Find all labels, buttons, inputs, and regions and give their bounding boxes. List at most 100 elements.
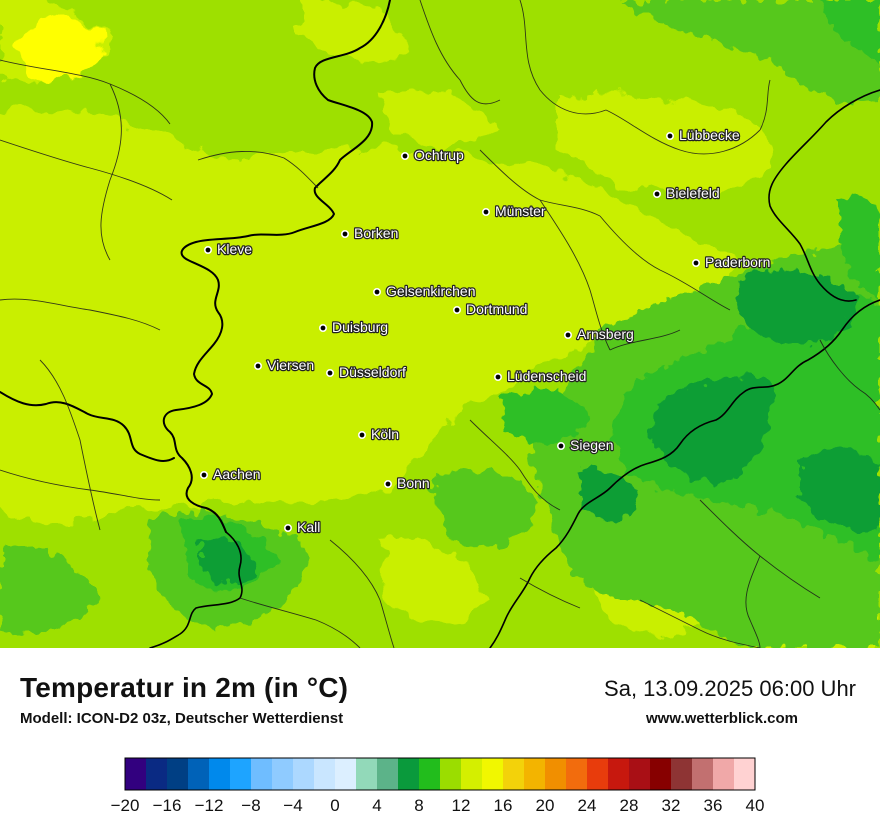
city-label: Lüdenscheid: [507, 368, 586, 384]
city-label: Bonn: [397, 475, 430, 491]
legend-ticks: −20 −16 −12 −8 −4 0 4 8 12 16 20 24 28 32 36 40: [111, 796, 765, 815]
city-dot: [372, 287, 381, 296]
city-marker: Viersen: [254, 356, 315, 374]
city-label: Paderborn: [705, 254, 770, 270]
legend-tick-label: 16: [494, 796, 513, 815]
website-link[interactable]: www.wetterblick.com: [646, 710, 798, 727]
city-dot: [493, 372, 502, 381]
temperature-map: Lübbecke Ochtrup Bielefeld Münster Borken Kle…: [0, 0, 880, 648]
city-marker: Düsseldorf: [325, 363, 407, 381]
city-dot: [665, 132, 674, 141]
city-dot: [200, 470, 209, 479]
legend-swatch: [587, 758, 609, 790]
legend-swatch: [734, 758, 756, 790]
temperature-field: [0, 0, 880, 648]
city-label: Ochtrup: [414, 147, 464, 163]
city-label: Arnsberg: [577, 326, 634, 342]
map-title: Temperatur in 2m (in °C): [20, 672, 349, 703]
legend-swatch: [671, 758, 693, 790]
city-dot: [254, 361, 263, 370]
legend-swatch: [545, 758, 567, 790]
legend-tick-label: 40: [746, 796, 765, 815]
legend-swatch: [356, 758, 378, 790]
legend-swatch: [293, 758, 315, 790]
city-dot: [652, 190, 661, 199]
city-marker: Lübbecke: [665, 126, 741, 144]
city-marker: Aachen: [200, 465, 262, 483]
city-marker: Paderborn: [691, 253, 772, 271]
legend-tick-label: −4: [283, 796, 302, 815]
city-marker: Ochtrup: [400, 146, 465, 164]
city-dot: [556, 441, 565, 450]
legend-tick-label: 0: [330, 796, 339, 815]
national-border-south: [0, 391, 175, 462]
legend-tick-label: 20: [536, 796, 555, 815]
city-label: Kall: [297, 519, 320, 535]
legend-swatch: [608, 758, 630, 790]
city-label: Münster: [495, 203, 546, 219]
city-marker: Kleve: [204, 240, 253, 258]
city-marker: Lüdenscheid: [493, 367, 588, 385]
state-border-ne: [489, 299, 880, 648]
city-marker: Münster: [481, 202, 547, 220]
legend-swatch: [146, 758, 168, 790]
city-marker: Bielefeld: [652, 184, 721, 202]
city-marker: Kall: [283, 518, 322, 536]
legend-swatch: [251, 758, 273, 790]
legend-tick-label: −16: [153, 796, 182, 815]
legend-tick-label: 12: [452, 796, 471, 815]
legend-tick-label: −8: [241, 796, 260, 815]
legend-tick-label: 24: [578, 796, 597, 815]
city-marker: Arnsberg: [563, 325, 635, 343]
city-label: Köln: [371, 426, 399, 442]
legend-swatch: [230, 758, 252, 790]
city-label: Kleve: [217, 241, 252, 257]
legend-tick-label: −12: [195, 796, 224, 815]
city-dot: [400, 152, 409, 161]
city-dot: [283, 523, 292, 532]
legend-frame: [124, 757, 756, 791]
legend-tick-label: 4: [372, 796, 381, 815]
city-label: Dortmund: [466, 301, 527, 317]
legend-swatch: [188, 758, 210, 790]
legend-swatch: [461, 758, 483, 790]
legend-tick-label: 36: [704, 796, 723, 815]
city-dot: [691, 258, 700, 267]
legend-swatch: [482, 758, 504, 790]
legend-swatch: [503, 758, 525, 790]
city-label: Gelsenkirchen: [386, 283, 476, 299]
legend-swatch: [209, 758, 231, 790]
city-label: Düsseldorf: [339, 364, 406, 380]
field-dark-green: [200, 269, 880, 584]
city-marker: Bonn: [383, 474, 431, 492]
city-marker: Siegen: [556, 436, 615, 454]
color-legend: −20 −16 −12 −8 −4 0 4 8 12 16 20 24 28 32 36 40: [111, 757, 765, 815]
legend-tick-label: 28: [620, 796, 639, 815]
city-label: Duisburg: [332, 319, 388, 335]
legend-swatch: [692, 758, 714, 790]
legend-swatch: [314, 758, 336, 790]
legend-swatch: [524, 758, 546, 790]
legend-swatch: [272, 758, 294, 790]
national-border: [162, 0, 391, 533]
city-markers: Lübbecke Ochtrup Bielefeld Münster Borken Kle…: [200, 126, 772, 536]
city-dot: [481, 208, 490, 217]
forecast-datetime: Sa, 13.09.2025 06:00 Uhr: [604, 676, 856, 701]
legend-swatch: [335, 758, 357, 790]
city-marker: Borken: [340, 224, 400, 242]
legend-color-bar: [124, 757, 756, 791]
legend-swatch: [713, 758, 735, 790]
city-dot: [325, 368, 334, 377]
city-dot: [340, 230, 349, 239]
legend-swatch: [629, 758, 651, 790]
legend-swatch: [167, 758, 189, 790]
city-marker: Köln: [357, 425, 400, 443]
city-label: Bielefeld: [666, 185, 720, 201]
state-border-east: [149, 531, 243, 648]
legend-swatch: [440, 758, 462, 790]
legend-swatch: [566, 758, 588, 790]
city-marker: Gelsenkirchen: [372, 282, 477, 300]
city-label: Lübbecke: [679, 127, 740, 143]
city-marker: Duisburg: [318, 318, 389, 336]
city-dot: [357, 430, 366, 439]
